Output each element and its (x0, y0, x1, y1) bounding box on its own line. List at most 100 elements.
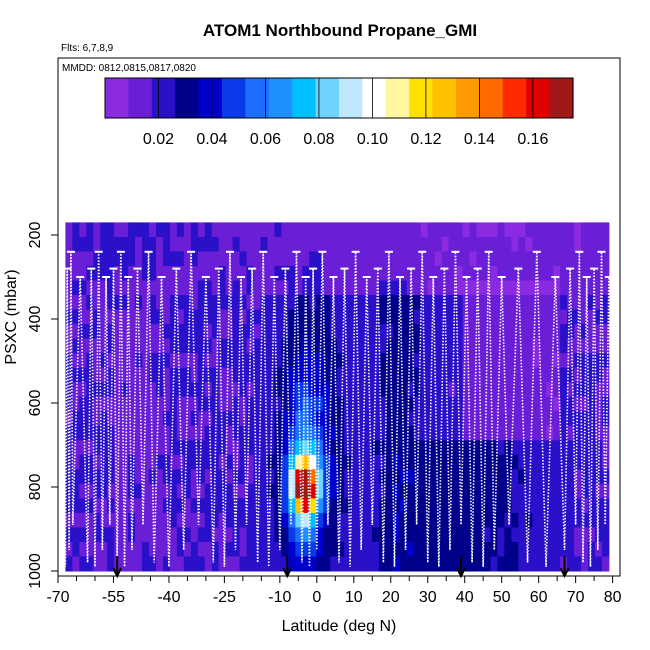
heatmap-cell (295, 469, 303, 485)
heatmap-cell (560, 280, 568, 296)
heatmap-cell (316, 483, 324, 499)
heatmap-cell (309, 541, 317, 557)
heatmap-cell (65, 324, 73, 340)
heatmap-cell (253, 353, 262, 369)
heatmap-cell (504, 367, 512, 383)
heatmap-cell (65, 309, 73, 325)
heatmap-cell (385, 396, 394, 412)
heatmap-cell (100, 527, 108, 543)
heatmap-cell (267, 556, 275, 572)
heatmap-cell (462, 469, 471, 485)
heatmap-cell (183, 541, 192, 557)
heatmap-cell (86, 222, 94, 238)
heatmap-cell (504, 265, 512, 281)
heatmap-cell (448, 527, 457, 543)
heatmap-cell (72, 483, 80, 499)
heatmap-cell (448, 265, 457, 281)
heatmap-cell (218, 512, 227, 528)
colorbar-tick-label: 0.08 (303, 131, 334, 148)
heatmap-cell (225, 541, 234, 557)
heatmap-cell (211, 295, 220, 311)
heatmap-cell (469, 338, 478, 354)
heatmap-cell (588, 338, 596, 354)
heatmap-cell (149, 396, 157, 412)
heatmap-cell (427, 396, 436, 412)
heatmap-cell (553, 222, 561, 238)
heatmap-cell (497, 454, 505, 470)
heatmap-cell (260, 236, 268, 252)
heatmap-cell (114, 396, 122, 412)
heatmap-cell (483, 236, 491, 252)
heatmap-cell (553, 396, 561, 412)
heatmap-cell (490, 382, 498, 398)
heatmap-cell (295, 324, 303, 340)
heatmap-cell (100, 236, 108, 252)
heatmap-cell (121, 353, 129, 369)
heatmap-cell (142, 353, 150, 369)
heatmap-cell (420, 483, 429, 499)
heatmap-cell (176, 280, 185, 296)
heatmap-cell (539, 222, 547, 238)
heatmap-cell (155, 469, 164, 485)
heatmap-cell (518, 556, 526, 572)
heatmap-cell (358, 411, 366, 427)
heatmap-cell (497, 295, 505, 311)
heatmap-cell (483, 454, 491, 470)
heatmap-cell (511, 309, 519, 325)
heatmap-cell (162, 440, 171, 456)
heatmap-cell (65, 251, 73, 267)
heatmap-cell (365, 512, 373, 528)
heatmap-cell (574, 541, 582, 557)
heatmap-cell (211, 280, 220, 296)
heatmap-cell (72, 251, 80, 267)
heatmap-cell (455, 353, 464, 369)
colorbar-swatch (385, 78, 410, 118)
heatmap-cell (448, 556, 457, 572)
heatmap-cell (190, 338, 199, 354)
heatmap-cell (295, 454, 303, 470)
heatmap-cell (65, 411, 73, 427)
heatmap-cell (239, 454, 248, 470)
heatmap-cell (406, 527, 415, 543)
heatmap-cell (93, 309, 101, 325)
heatmap-cell (378, 382, 387, 398)
x-tick-label: -40 (157, 589, 180, 606)
heatmap-cell (448, 440, 457, 456)
heatmap-cell (302, 541, 310, 557)
heatmap-cell (490, 483, 498, 499)
heatmap-cell (323, 512, 331, 528)
heatmap-cell (288, 338, 296, 354)
heatmap-cell (155, 251, 164, 267)
heatmap-cell (142, 425, 150, 441)
heatmap-cell (183, 425, 192, 441)
heatmap-cell (406, 469, 415, 485)
heatmap-cell (128, 265, 136, 281)
heatmap-cell (483, 527, 491, 543)
heatmap-cell (420, 425, 429, 441)
heatmap-cell (511, 498, 519, 514)
heatmap-cell (601, 338, 610, 354)
heatmap-cell (441, 367, 450, 383)
heatmap-cell (553, 280, 561, 296)
heatmap-cell (560, 382, 568, 398)
heatmap-cell (142, 527, 150, 543)
heatmap-cell (121, 338, 129, 354)
heatmap-cell (142, 309, 150, 325)
heatmap-cell (337, 280, 345, 296)
heatmap-cell (413, 236, 422, 252)
heatmap-cell (149, 527, 157, 543)
heatmap-cell (274, 425, 282, 441)
heatmap-cell (65, 556, 73, 572)
heatmap-cell (448, 483, 457, 499)
heatmap-cell (574, 367, 582, 383)
heatmap-cell (330, 440, 338, 456)
heatmap-cell (197, 251, 206, 267)
heatmap-cell (197, 454, 206, 470)
heatmap-cell (121, 367, 129, 383)
heatmap-cell (441, 512, 450, 528)
heatmap-cell (581, 324, 589, 340)
heatmap-cell (295, 483, 303, 499)
heatmap-cell (518, 251, 526, 267)
heatmap-cell (567, 483, 575, 499)
heatmap-cell (176, 469, 185, 485)
